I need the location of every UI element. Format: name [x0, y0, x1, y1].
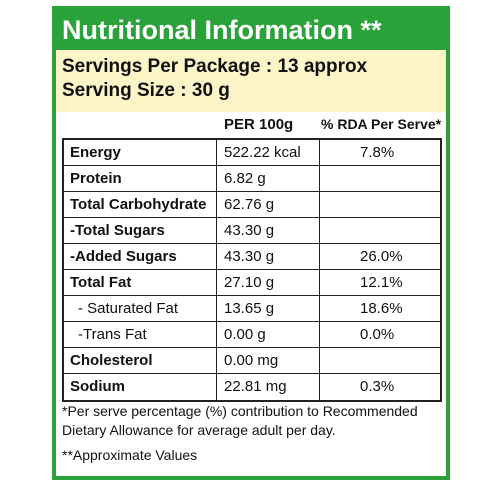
- nutrient-value: 522.22 kcal: [224, 144, 301, 161]
- table-row: Cholesterol 0.00 mg: [64, 348, 440, 374]
- nutrient-value: 62.76 g: [224, 196, 275, 213]
- nutrient-value: 43.30 g: [224, 248, 275, 265]
- nutrient-value: 6.82 g: [224, 170, 266, 187]
- nutrient-rda: 7.8%: [360, 144, 395, 161]
- table-row: Sodium 22.81 mg 0.3%: [64, 374, 440, 400]
- table-row: Total Fat 27.10 g 12.1%: [64, 270, 440, 296]
- column-divider: [319, 140, 320, 400]
- nutrition-label: Nutritional Information ** Servings Per …: [52, 6, 450, 480]
- nutrient-rda: 0.3%: [360, 378, 395, 395]
- table-row: -Total Sugars 43.30 g: [64, 218, 440, 244]
- nutrient-rda: 26.0%: [360, 248, 403, 265]
- serving-size: Serving Size : 30 g: [62, 80, 230, 101]
- footer-notes: *Per serve percentage (%) contribution t…: [62, 402, 442, 465]
- nutrient-name: Protein: [70, 170, 122, 187]
- nutrient-value: 0.00 mg: [224, 352, 279, 369]
- column-header-rda: % RDA Per Serve*: [321, 116, 442, 132]
- table-row: Protein 6.82 g: [64, 166, 440, 192]
- table-row: - Saturated Fat 13.65 g 18.6%: [64, 296, 440, 322]
- table-row: Total Carbohydrate 62.76 g: [64, 192, 440, 218]
- nutrient-value: 43.30 g: [224, 222, 275, 239]
- nutrient-name: -Trans Fat: [78, 326, 147, 343]
- serving-info: Servings Per Package : 13 approx Serving…: [56, 50, 446, 112]
- nutrient-name: Energy: [70, 144, 121, 161]
- nutrient-rda: 12.1%: [360, 274, 403, 291]
- footnote-approx: **Approximate Values: [62, 447, 198, 463]
- nutrient-name: Sodium: [70, 378, 125, 395]
- nutrient-value: 22.81 mg: [224, 378, 287, 395]
- footnote-rda: *Per serve percentage (%) contribution t…: [62, 403, 418, 438]
- table-row: Energy 522.22 kcal 7.8%: [64, 140, 440, 166]
- nutrition-table: Energy 522.22 kcal 7.8% Protein 6.82 g T…: [62, 138, 442, 402]
- nutrient-name: -Added Sugars: [70, 248, 177, 265]
- nutrient-rda: 18.6%: [360, 300, 403, 317]
- nutrient-value: 0.00 g: [224, 326, 266, 343]
- nutrient-name: Total Carbohydrate: [70, 196, 207, 213]
- nutrient-value: 13.65 g: [224, 300, 275, 317]
- table-row: -Added Sugars 43.30 g 26.0%: [64, 244, 440, 270]
- nutrient-name: - Saturated Fat: [78, 300, 179, 317]
- nutrient-value: 27.10 g: [224, 274, 275, 291]
- nutrient-name: Cholesterol: [70, 352, 153, 369]
- nutrient-rda: 0.0%: [360, 326, 395, 343]
- servings-per-package: Servings Per Package : 13 approx: [62, 56, 368, 77]
- nutrition-title: Nutritional Information **: [56, 10, 446, 50]
- nutrient-name: Total Fat: [70, 274, 132, 291]
- nutrient-name: -Total Sugars: [70, 222, 165, 239]
- column-header-per-100g: PER 100g: [224, 116, 294, 133]
- column-divider: [216, 140, 217, 400]
- table-row: -Trans Fat 0.00 g 0.0%: [64, 322, 440, 348]
